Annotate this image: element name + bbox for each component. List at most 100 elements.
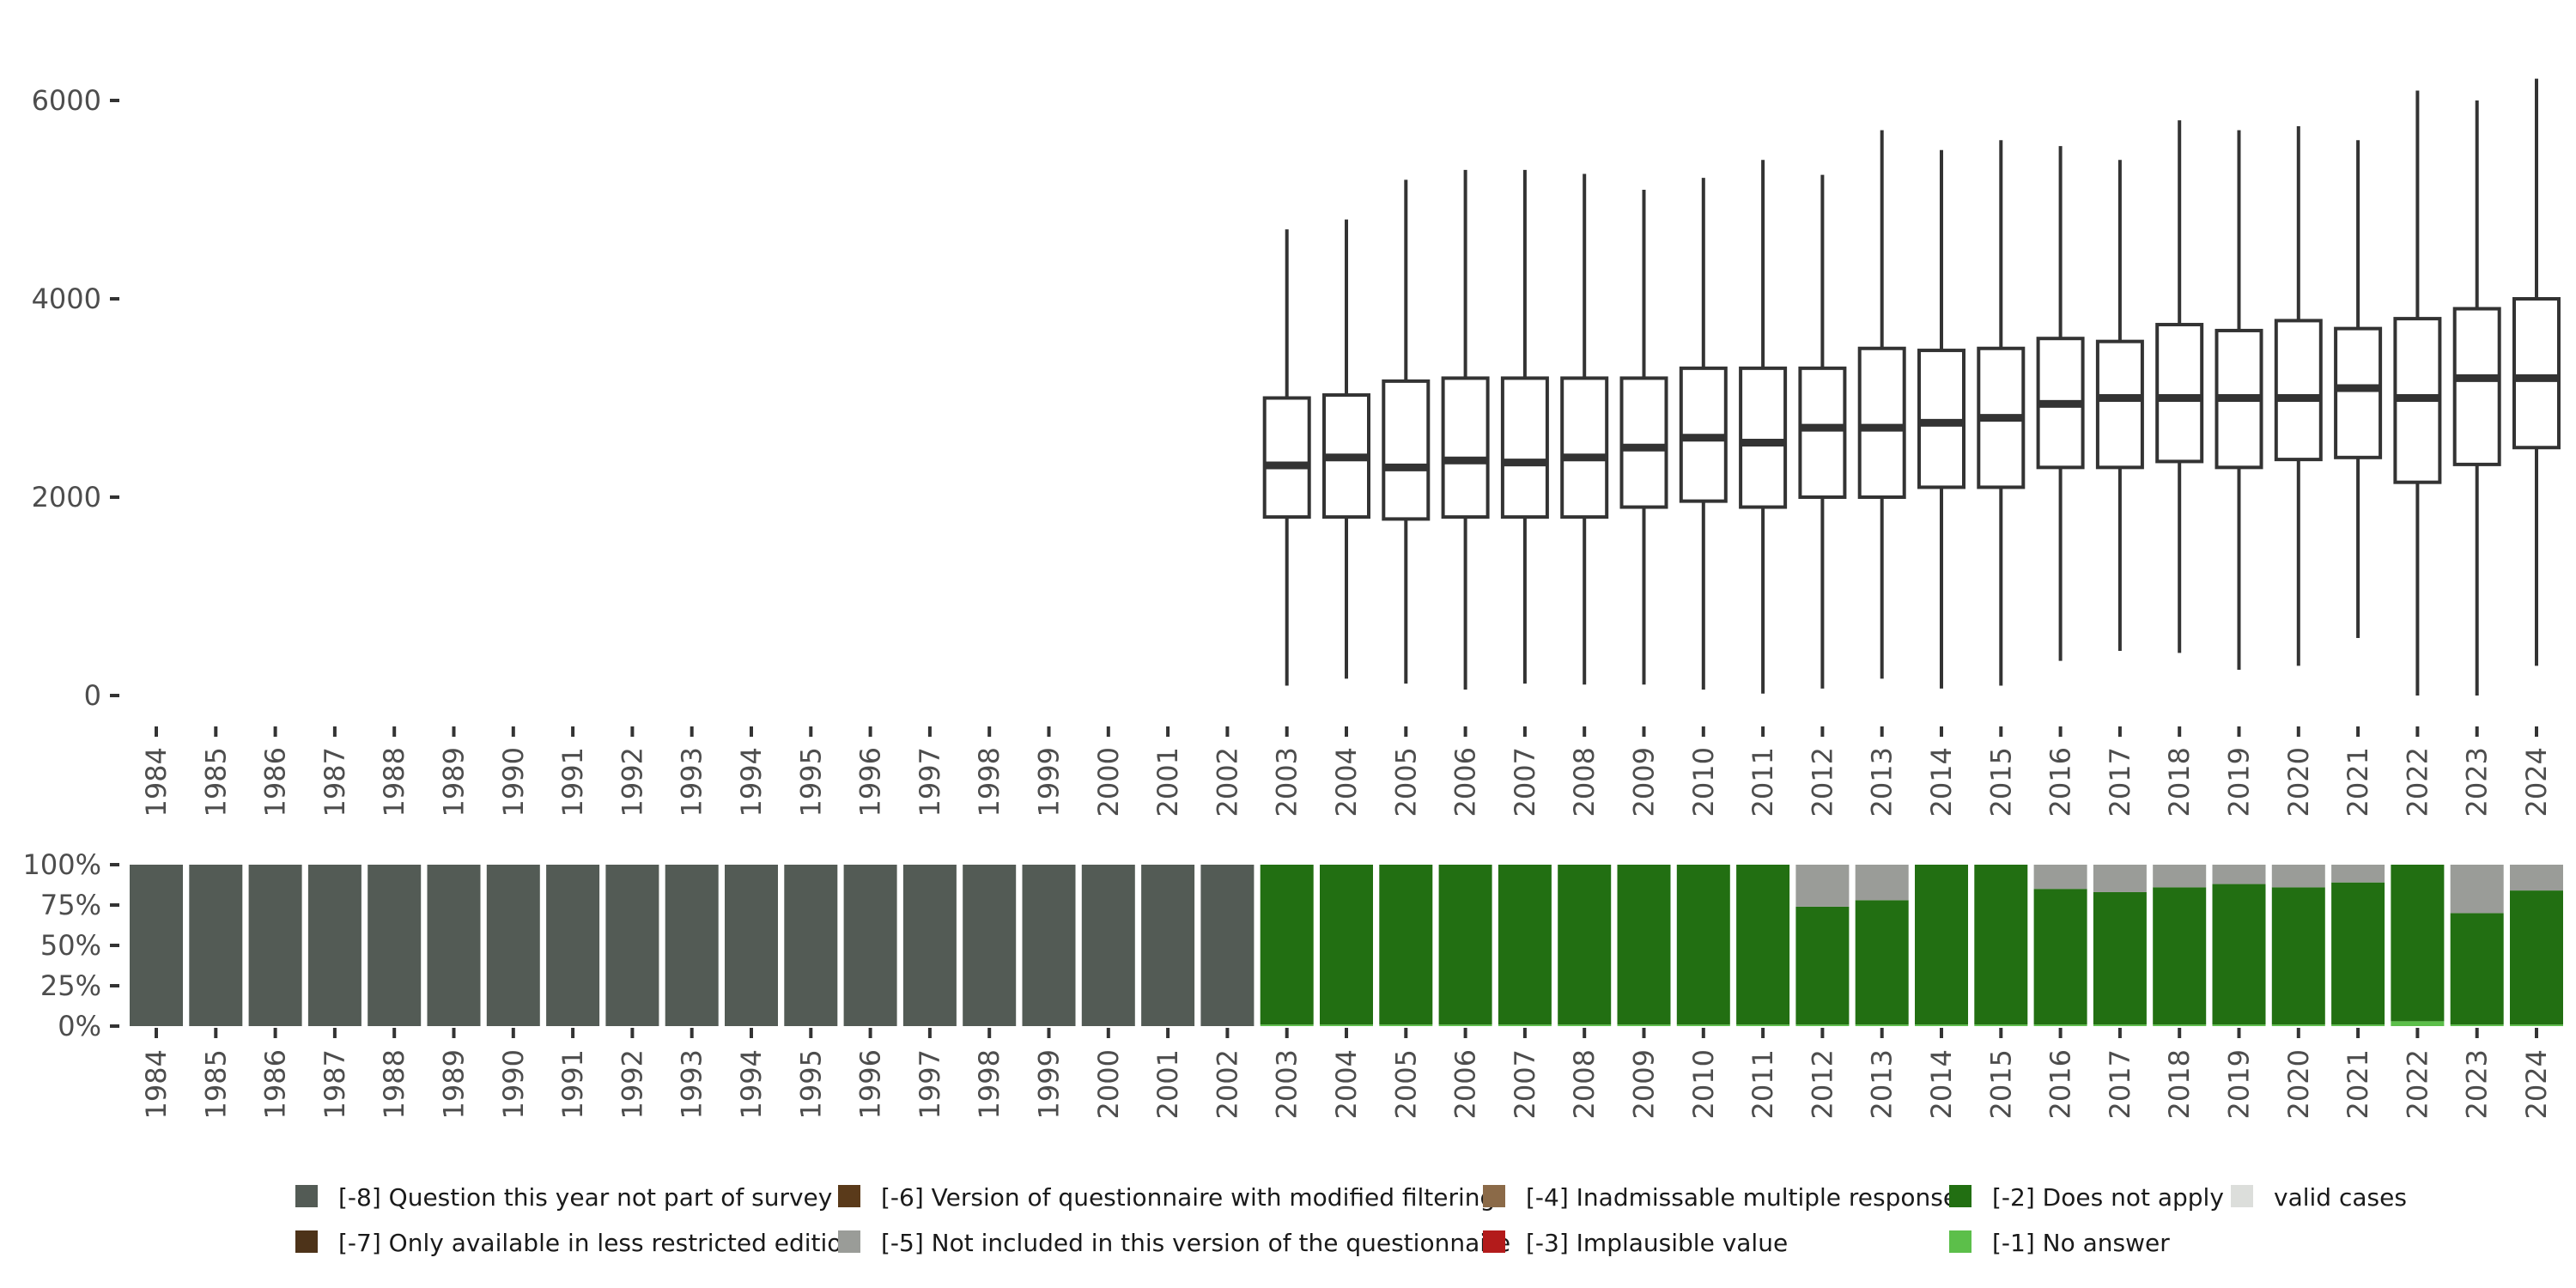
box-2007 (1500, 169, 1549, 684)
bar-1999 (1022, 865, 1076, 1026)
bar-1989 (427, 865, 481, 1026)
bar-segment (2510, 865, 2563, 891)
x-tick-label: 2014 (1925, 747, 1958, 817)
bar-1993 (665, 865, 719, 1026)
legend-swatch (1949, 1185, 1971, 1207)
x-tick-label: 2000 (1092, 747, 1125, 817)
x-tick-label: 1993 (676, 747, 708, 817)
box-2015 (1977, 140, 2026, 686)
x-tick-label: 1990 (497, 747, 530, 817)
x-tick-label: 2015 (1984, 747, 2017, 817)
box-iqr (1857, 346, 1906, 499)
bar-segment (1081, 865, 1135, 1026)
legend-swatch (1949, 1230, 1971, 1253)
y-tick-label: 25% (40, 969, 101, 1002)
box-2003 (1262, 229, 1311, 686)
x-tick-label: 2016 (2044, 747, 2077, 817)
bar-segment (307, 865, 361, 1026)
bar-segment (368, 865, 422, 1026)
bar-segment (1974, 1024, 2028, 1026)
bar-1991 (546, 865, 600, 1026)
x-tick-label: 1994 (735, 747, 768, 817)
bar-segment (427, 865, 481, 1026)
x-tick-label: 2017 (2104, 1049, 2136, 1119)
y-tick-label: 4000 (32, 283, 101, 315)
bar-1985 (189, 865, 243, 1026)
bar-segment (1438, 865, 1492, 1025)
bar-segment (605, 865, 659, 1026)
y-tick-label: 100% (23, 848, 101, 881)
bar-segment (248, 865, 302, 1026)
bar-segment (2271, 1024, 2325, 1026)
x-tick-label: 2018 (2163, 747, 2196, 817)
bar-segment (1558, 865, 1612, 1025)
legend-label: [-6] Version of questionnaire with modif… (881, 1183, 1495, 1212)
bar-segment (2212, 865, 2266, 884)
box-iqr (2452, 307, 2501, 466)
bar-segment (1915, 1024, 1968, 1026)
y-tick-label: 0% (58, 1010, 101, 1042)
bar-1992 (605, 865, 659, 1026)
bar-segment (1498, 865, 1552, 1025)
bar-segment (1736, 1024, 1790, 1026)
box-2012 (1798, 174, 1847, 689)
legend-item: [-8] Question this year not part of surv… (295, 1183, 832, 1212)
bar-2021 (2331, 865, 2385, 1026)
bar-1990 (486, 865, 540, 1026)
bar-segment (189, 865, 243, 1026)
bar-x-axis: 1984 1985 1986 1987 1988 1989 1990 1991 1992 1993… (140, 1028, 2553, 1119)
bar-y-axis: 0% 25% 50% 75% 100% (23, 848, 119, 1042)
legend-item: [-1] No answer (1949, 1229, 2170, 1257)
x-tick-label: 2022 (2401, 747, 2433, 817)
x-tick-label: 1997 (914, 1049, 946, 1119)
legend-swatch (1483, 1185, 1505, 1207)
bar-segment (1260, 865, 1314, 1025)
box-2017 (2095, 160, 2144, 652)
x-tick-label: 1999 (1033, 1049, 1066, 1119)
bar-2000 (1081, 865, 1135, 1026)
bar-segment (1795, 865, 1850, 907)
x-tick-label: 2003 (1271, 1049, 1303, 1119)
bar-2009 (1617, 865, 1671, 1026)
legend-item: [-6] Version of questionnaire with modif… (838, 1183, 1495, 1212)
bar-1995 (784, 865, 838, 1026)
legend-item: [-2] Does not apply (1949, 1183, 2224, 1212)
x-tick-label: 1999 (1033, 747, 1066, 817)
bar-1988 (368, 865, 422, 1026)
legend-label: [-2] Does not apply (1992, 1183, 2224, 1212)
box-2008 (1560, 173, 1609, 685)
x-tick-label: 2011 (1747, 747, 1779, 817)
x-tick-label: 2000 (1092, 1049, 1125, 1119)
y-tick-label: 2000 (32, 481, 101, 513)
x-tick-label: 2010 (1687, 1049, 1720, 1119)
legend: [-8] Question this year not part of surv… (295, 1183, 2407, 1257)
box-2023 (2452, 100, 2501, 696)
bar-segment (2391, 1021, 2445, 1026)
legend-swatch (2231, 1185, 2253, 1207)
bar-segment (2450, 1024, 2504, 1026)
x-tick-label: 2013 (1866, 747, 1899, 817)
bar-segment (2271, 887, 2325, 1025)
bar-segment (1379, 865, 1433, 1025)
box-iqr (2155, 323, 2204, 464)
box-iqr (1798, 366, 1847, 499)
x-tick-label: 2018 (2163, 1049, 2196, 1119)
bar-segment (963, 865, 1017, 1026)
x-tick-label: 2001 (1151, 747, 1184, 817)
x-tick-label: 2014 (1925, 1049, 1958, 1119)
bar-segment (1617, 1024, 1671, 1026)
bar-1987 (307, 865, 361, 1026)
bar-segment (2331, 1024, 2385, 1026)
bar-segment (2093, 865, 2147, 892)
x-tick-label: 2023 (2461, 747, 2494, 817)
bar-segment (902, 865, 957, 1026)
bar-2006 (1438, 865, 1492, 1026)
bar-segment (2450, 913, 2504, 1025)
x-tick-label: 1988 (378, 1049, 410, 1119)
bar-segment (2510, 890, 2563, 1025)
x-tick-label: 2005 (1389, 747, 1422, 817)
boxplot-y-axis: 0 2000 4000 6000 (32, 84, 119, 712)
x-tick-label: 2020 (2282, 747, 2315, 817)
bar-1994 (725, 865, 778, 1026)
